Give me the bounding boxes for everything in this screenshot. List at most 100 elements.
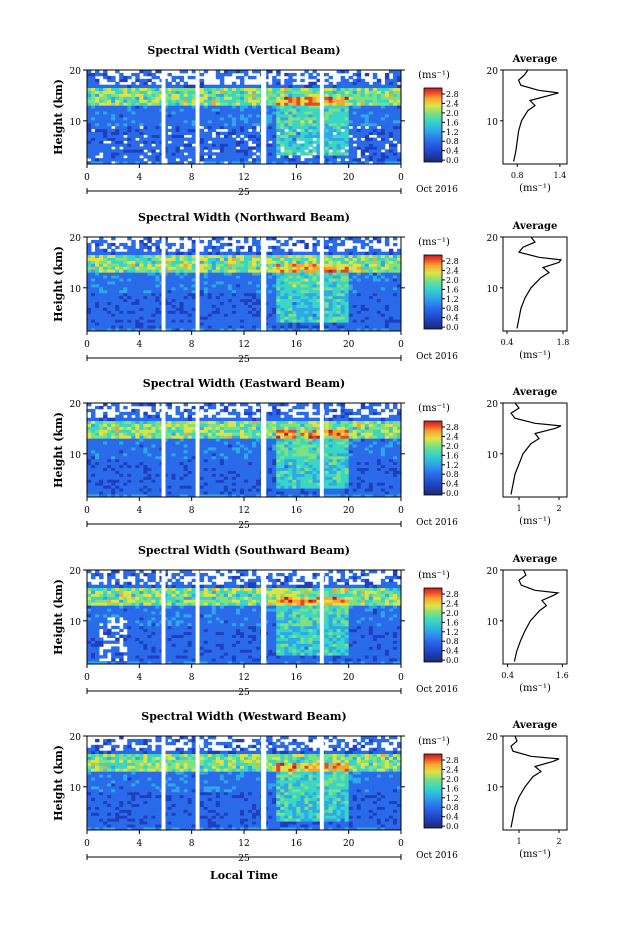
heatmap-cell <box>340 146 346 150</box>
heatmap-cell <box>219 93 225 97</box>
heatmap-cell <box>147 143 152 147</box>
heatmap-cell <box>215 75 221 80</box>
heatmap-cell <box>372 114 378 118</box>
heatmap-cell <box>175 81 180 86</box>
heatmap-cell <box>95 316 100 320</box>
heatmap-cell <box>199 269 205 273</box>
heatmap-cell <box>296 114 301 118</box>
heatmap-cell <box>304 485 309 489</box>
heatmap-cell <box>235 254 241 258</box>
heatmap-cell <box>384 155 390 159</box>
heatmap-cell <box>131 298 136 303</box>
heatmap-cell <box>340 263 346 267</box>
heatmap-cell <box>396 298 402 303</box>
heatmap-cell <box>288 328 293 332</box>
heatmap-cell <box>151 295 156 300</box>
heatmap-cell <box>356 237 362 241</box>
heatmap-cell <box>239 102 245 106</box>
heatmap-cell <box>248 319 253 323</box>
heatmap-cell <box>139 254 144 258</box>
x-tick-label: 12 <box>238 340 249 350</box>
heatmap-cell <box>300 485 305 489</box>
heatmap-cell <box>316 289 321 294</box>
heatmap-cell <box>316 239 321 244</box>
heatmap-cell <box>175 304 180 308</box>
heatmap-cell <box>284 275 289 279</box>
heatmap-cell <box>175 491 180 495</box>
heatmap-cell <box>179 102 185 106</box>
heatmap-cell <box>256 289 261 294</box>
heatmap-cell <box>328 278 333 282</box>
heatmap-cell <box>203 111 209 115</box>
heatmap-cell <box>235 494 241 498</box>
heatmap-cell <box>187 105 193 109</box>
heatmap-cell <box>328 111 333 115</box>
heatmap-cell <box>252 161 257 165</box>
heatmap-cell <box>227 93 233 97</box>
heatmap-cell <box>135 84 140 89</box>
heatmap-cell <box>203 108 209 112</box>
heatmap-cell <box>99 134 104 138</box>
heatmap-cell <box>239 298 245 303</box>
heatmap-cell <box>227 111 233 115</box>
heatmap-cell <box>143 114 148 118</box>
heatmap-cell <box>288 491 293 495</box>
heatmap-cell <box>388 494 394 498</box>
heatmap-cell <box>344 254 350 258</box>
heatmap-cell <box>340 254 346 258</box>
heatmap-cell <box>256 257 261 261</box>
heatmap-cell <box>284 131 289 136</box>
heatmap-cell <box>171 272 176 276</box>
heatmap-cell <box>304 117 309 121</box>
heatmap-cell <box>95 117 100 121</box>
heatmap-cell <box>175 99 180 103</box>
heatmap-cell <box>316 158 321 162</box>
heatmap-cell <box>272 325 277 329</box>
heatmap-cell <box>396 322 402 326</box>
heatmap-cell <box>244 131 249 136</box>
heatmap-cell <box>135 319 140 323</box>
heatmap-cell <box>111 266 116 270</box>
heatmap-cell <box>280 319 285 323</box>
x-tick-label: 16 <box>291 340 303 350</box>
heatmap-cell <box>336 278 342 282</box>
heatmap-cell <box>127 301 132 305</box>
heatmap-cell <box>392 295 398 300</box>
heatmap-cell <box>187 298 193 303</box>
heatmap-cell <box>227 319 233 323</box>
heatmap-cell <box>388 122 394 127</box>
heatmap-cell <box>384 125 390 130</box>
panel-0: Spectral Width (Vertical Beam)2010Height… <box>52 44 568 198</box>
heatmap-cell <box>223 269 229 273</box>
heatmap-cell <box>316 155 321 159</box>
heatmap-cell <box>111 298 116 303</box>
heatmap-cell <box>99 284 104 288</box>
heatmap-cell <box>312 295 317 300</box>
heatmap-cell <box>248 149 253 153</box>
heatmap-cell <box>352 494 358 498</box>
heatmap-cell <box>123 328 128 332</box>
heatmap-cell <box>239 143 245 147</box>
heatmap-cell <box>396 119 402 124</box>
heatmap-cell <box>264 295 269 300</box>
heatmap-cell <box>107 108 112 112</box>
heatmap-cell <box>264 494 269 498</box>
heatmap-cell <box>183 289 189 294</box>
heatmap-cell <box>384 298 390 303</box>
heatmap-cell <box>175 260 180 264</box>
heatmap-cell <box>340 310 346 314</box>
heatmap-cell <box>219 245 225 250</box>
heatmap-cell <box>364 87 370 91</box>
heatmap-cell <box>368 295 374 300</box>
heatmap-cell <box>139 251 144 256</box>
heatmap-cell <box>143 260 148 264</box>
heatmap-cell <box>312 307 317 311</box>
heatmap-cell <box>300 491 305 495</box>
heatmap-cell <box>111 237 116 241</box>
heatmap-cell <box>268 117 273 121</box>
heatmap-cell <box>111 275 116 279</box>
heatmap-cell <box>344 117 350 121</box>
heatmap-cell <box>356 87 362 91</box>
heatmap-cell <box>155 328 160 332</box>
heatmap-cell <box>284 158 289 162</box>
